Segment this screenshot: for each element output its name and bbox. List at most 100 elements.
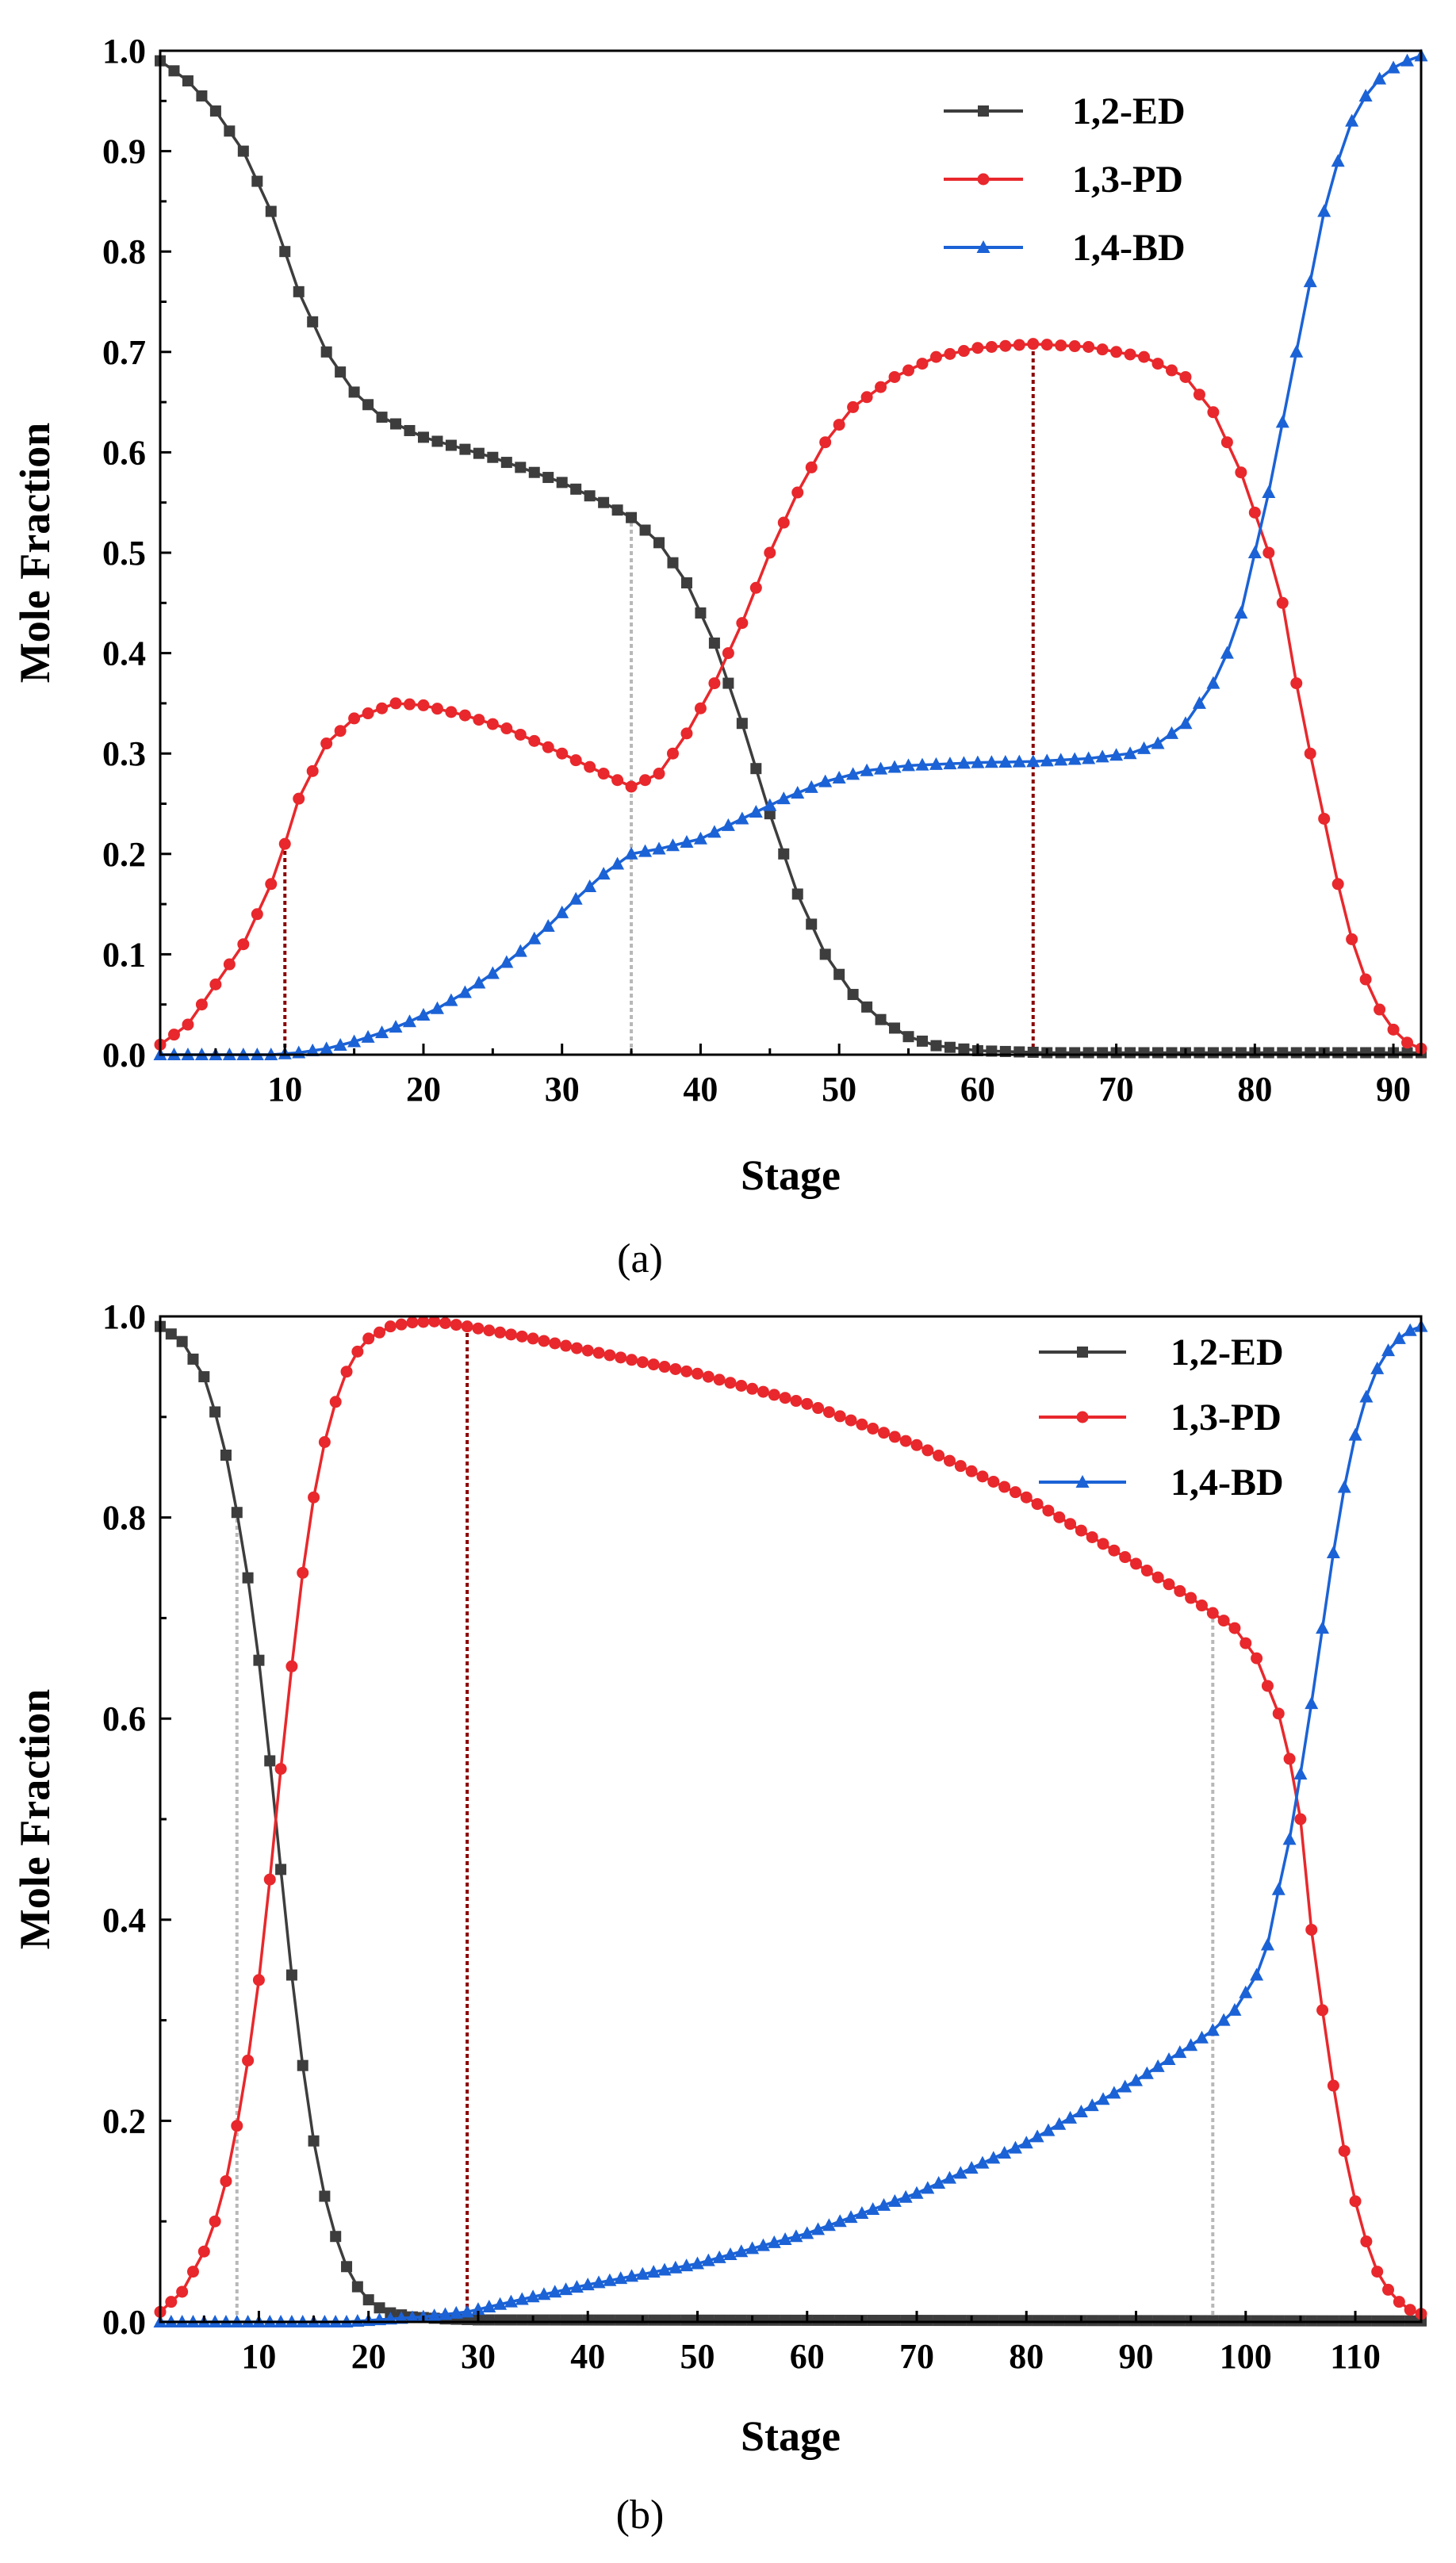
data-point — [855, 2206, 869, 2220]
data-point — [1338, 2144, 1351, 2157]
data-point — [351, 1345, 364, 1358]
data-point — [374, 1326, 386, 1339]
data-point — [1331, 878, 1344, 891]
data-point — [722, 647, 734, 660]
data-point — [1032, 2315, 1044, 2327]
data-point — [899, 2189, 913, 2203]
data-point — [598, 496, 610, 508]
data-point — [690, 2256, 704, 2270]
data-point — [757, 1385, 769, 1398]
y-tick-label: 0.2 — [102, 2101, 146, 2140]
data-point — [555, 905, 569, 918]
data-point — [665, 838, 680, 852]
y-tick-label: 0.7 — [102, 333, 146, 372]
y-tick-label: 0.3 — [102, 734, 146, 773]
data-point — [833, 968, 845, 980]
data-point — [165, 1328, 177, 1340]
data-point — [515, 462, 527, 473]
data-point — [305, 1043, 320, 1056]
x-tick-label: 50 — [680, 2337, 715, 2376]
data-point — [376, 412, 388, 423]
data-point — [592, 1347, 605, 1359]
data-point — [1119, 2315, 1131, 2327]
data-point — [976, 1470, 989, 1483]
data-point — [362, 707, 374, 720]
x-tick-label: 80 — [1237, 1070, 1272, 1109]
data-point — [1098, 2315, 1109, 2327]
data-point — [297, 1566, 309, 1579]
data-point — [1326, 1545, 1340, 1558]
x-tick-label: 20 — [406, 1070, 441, 1109]
data-point — [1348, 1427, 1362, 1441]
data-point — [341, 2261, 353, 2273]
data-point — [975, 2155, 990, 2169]
data-point — [1235, 1047, 1247, 1059]
data-point — [777, 516, 790, 529]
y-tick-label: 0.8 — [102, 1499, 146, 1538]
x-tick-label: 30 — [461, 2337, 496, 2376]
data-point — [1275, 415, 1289, 428]
data-point — [614, 2271, 628, 2285]
data-point — [976, 2315, 988, 2327]
data-point — [483, 1324, 496, 1337]
data-point — [1261, 1680, 1274, 1692]
data-point — [1130, 1557, 1143, 1570]
series-1-3-pd — [154, 1315, 1427, 2320]
data-point — [592, 2275, 606, 2289]
data-point — [889, 2315, 901, 2327]
data-point — [768, 1389, 780, 1401]
y-tick-label: 0.1 — [102, 935, 146, 974]
data-point — [1109, 748, 1124, 761]
data-point — [1166, 1047, 1178, 1059]
data-point — [1318, 812, 1331, 825]
data-point — [1282, 1832, 1297, 1845]
data-point — [516, 2314, 528, 2326]
data-point — [680, 2314, 692, 2326]
data-point — [724, 2314, 736, 2326]
x-tick-label: 70 — [1099, 1070, 1134, 1109]
y-tick-label: 0.5 — [102, 534, 146, 573]
data-point — [867, 1423, 879, 1435]
legend-label: 1,4-BD — [1072, 227, 1186, 269]
data-point — [1373, 71, 1387, 85]
data-point — [724, 1377, 737, 1389]
y-tick-label: 0.2 — [102, 835, 146, 874]
data-point — [1360, 2235, 1373, 2248]
data-point — [856, 1418, 868, 1431]
data-point — [444, 993, 458, 1006]
data-point — [1151, 358, 1164, 370]
data-point — [362, 2294, 374, 2306]
data-point — [1064, 2315, 1076, 2327]
data-point — [471, 2302, 485, 2316]
data-point — [253, 1654, 265, 1666]
data-point — [1221, 1047, 1233, 1059]
data-point — [767, 2235, 781, 2248]
data-point — [910, 1439, 923, 1451]
data-point — [942, 2170, 956, 2184]
data-point — [1345, 113, 1359, 127]
data-point — [1124, 348, 1136, 361]
data-point — [844, 2210, 858, 2224]
data-point — [1277, 1047, 1289, 1059]
y-tick-label: 0.6 — [102, 1699, 146, 1738]
data-point — [1400, 53, 1415, 67]
data-point — [168, 65, 180, 77]
data-point — [695, 607, 707, 619]
y-tick-label: 1.0 — [102, 1297, 146, 1336]
data-point — [542, 472, 554, 484]
data-point — [1217, 1615, 1230, 1627]
data-point — [736, 617, 749, 630]
data-point — [263, 1873, 276, 1886]
x-tick-label: 80 — [1009, 2337, 1044, 2376]
data-point — [1151, 736, 1165, 749]
data-point — [680, 835, 694, 849]
data-point — [1290, 677, 1303, 690]
data-point — [1096, 2092, 1110, 2105]
data-point — [515, 2292, 529, 2305]
data-point — [943, 1454, 956, 1467]
data-point — [804, 780, 818, 793]
data-point — [878, 1427, 891, 1439]
data-point — [1151, 1571, 1164, 1584]
x-tick-label: 90 — [1119, 2337, 1154, 2376]
data-point — [800, 2226, 814, 2239]
